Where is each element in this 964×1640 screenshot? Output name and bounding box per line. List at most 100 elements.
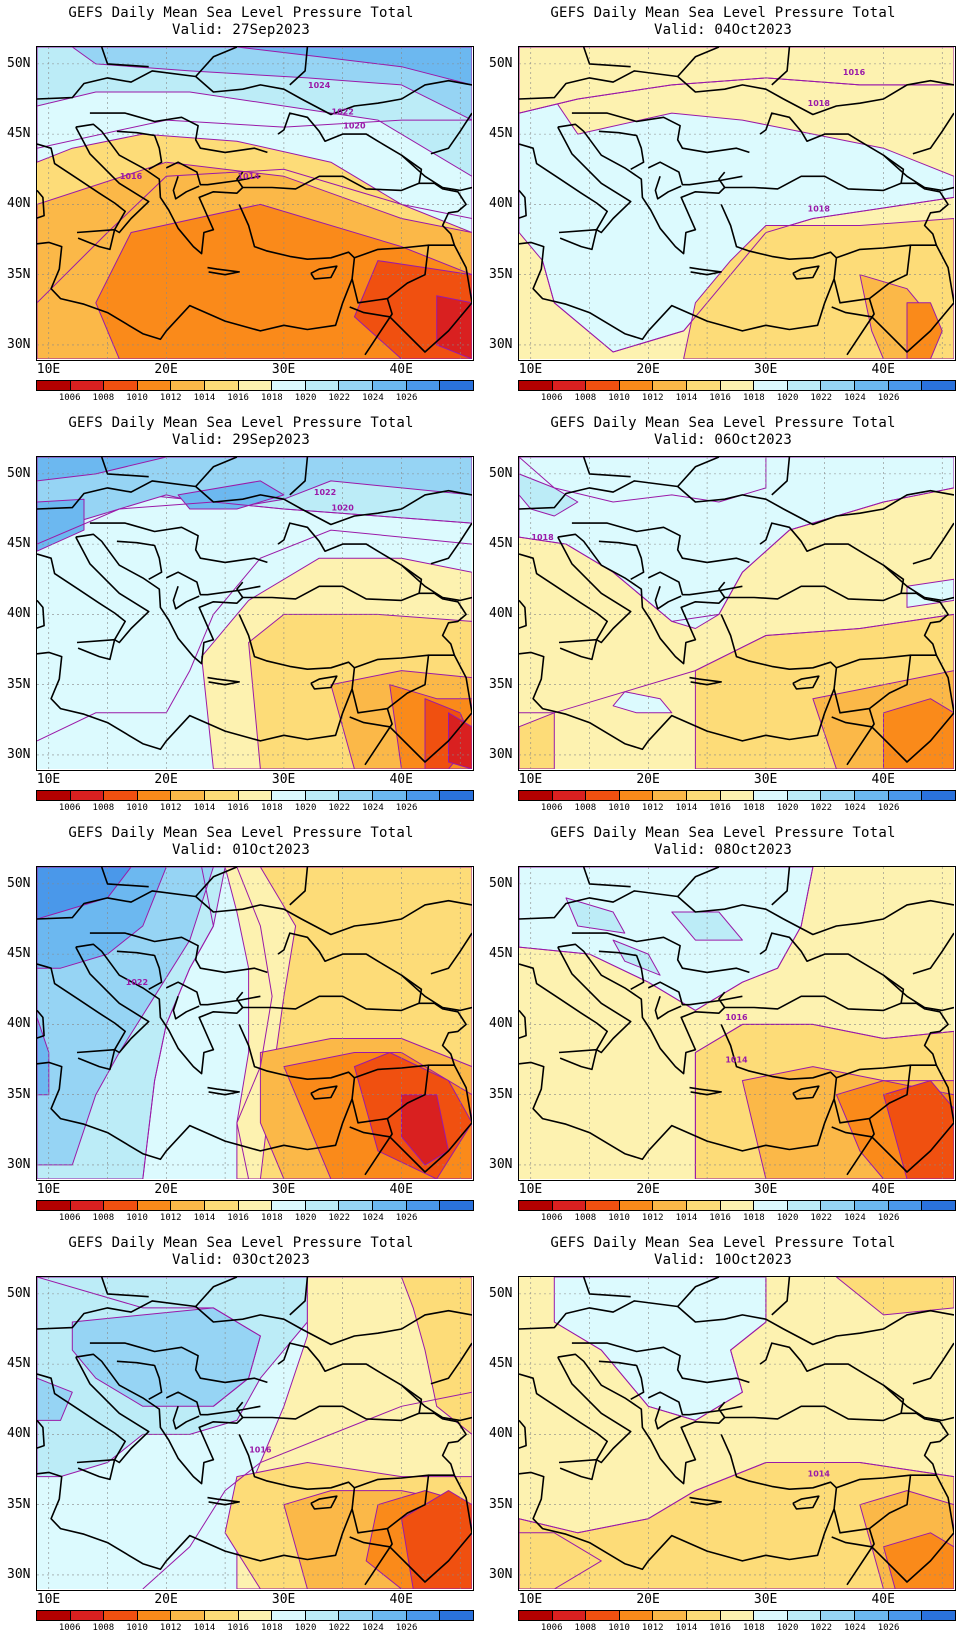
colorbar-swatch bbox=[272, 791, 306, 800]
coastline-border bbox=[598, 130, 645, 171]
longitude-label: 40E bbox=[871, 362, 895, 377]
coastline-border bbox=[116, 130, 163, 171]
longitude-label: 40E bbox=[389, 1182, 413, 1197]
isobar-label: 1022 bbox=[126, 978, 148, 987]
longitude-label: 10E bbox=[36, 362, 61, 377]
coastline-border bbox=[558, 638, 598, 661]
colorbar-level-label: 1006 bbox=[540, 803, 563, 813]
colorbar bbox=[518, 1200, 956, 1211]
pressure-band bbox=[436, 295, 472, 359]
pressure-band bbox=[236, 47, 472, 86]
colorbar-swatch bbox=[519, 1611, 553, 1620]
colorbar-swatch bbox=[922, 381, 955, 390]
coastline-border bbox=[172, 586, 200, 610]
coastline-border bbox=[519, 204, 838, 341]
colorbar-level-label: 1010 bbox=[126, 1623, 148, 1633]
coastline-border bbox=[519, 70, 954, 116]
coastline-border bbox=[195, 457, 238, 488]
colorbar-swatch bbox=[70, 791, 105, 800]
coastline-border bbox=[76, 228, 116, 251]
colorbar-swatch bbox=[821, 1611, 856, 1620]
coastline-border bbox=[236, 581, 244, 598]
colorbar-level-label: 1006 bbox=[540, 1213, 563, 1223]
colorbar-swatch bbox=[171, 1611, 206, 1620]
coastline-border bbox=[901, 1002, 949, 1066]
coastline-border bbox=[75, 112, 423, 255]
colorbar-swatch bbox=[821, 381, 856, 390]
colorbar-swatch bbox=[754, 381, 788, 390]
latitude-label: 50N bbox=[7, 1285, 31, 1301]
colorbar-level-label: 1018 bbox=[743, 803, 765, 813]
colorbar-level-label: 1026 bbox=[877, 1213, 900, 1223]
colorbar-level-label: 1008 bbox=[92, 393, 115, 403]
coastline-border bbox=[37, 1009, 45, 1039]
latitude-label: 35N bbox=[489, 266, 513, 282]
colorbar-swatch bbox=[305, 381, 340, 390]
map-frame: 1022 1020 bbox=[36, 456, 474, 771]
colorbar-swatch bbox=[373, 1611, 407, 1620]
colorbar-swatch bbox=[37, 381, 71, 390]
latitude-label: 50N bbox=[489, 1285, 513, 1301]
colorbar-level-label: 1026 bbox=[395, 1213, 418, 1223]
valid-date: Valid: 29Sep2023 bbox=[171, 432, 311, 448]
latitude-label: 50N bbox=[7, 55, 31, 71]
colorbar-level-label: 1008 bbox=[574, 393, 597, 403]
coastline-border bbox=[654, 586, 682, 610]
map-frame: 1016 1014 bbox=[518, 866, 956, 1181]
isobar-label: 1018 bbox=[808, 204, 831, 213]
longitude-label: 30E bbox=[753, 1182, 778, 1197]
forecast-panel: GEFS Daily Mean Sea Level Pressure Total… bbox=[0, 1230, 482, 1640]
colorbar-swatch bbox=[586, 1201, 620, 1210]
colorbar-swatch bbox=[855, 1611, 889, 1620]
colorbar-level-label: 1014 bbox=[193, 393, 216, 403]
coastline-border bbox=[882, 564, 954, 602]
coastline-border bbox=[310, 675, 338, 690]
colorbar-level-label: 1018 bbox=[743, 1213, 765, 1223]
coastline-border bbox=[519, 1300, 954, 1346]
colorbar-level-label: 1010 bbox=[608, 1213, 630, 1223]
latitude-label: 35N bbox=[7, 1086, 31, 1102]
colorbar-level-label: 1022 bbox=[328, 803, 351, 813]
coastline-border bbox=[831, 1474, 954, 1583]
pressure-map: 1024 1022 1020 1016 1014 bbox=[37, 47, 472, 359]
map-frame: 1024 1022 1020 1016 1014 bbox=[36, 46, 474, 361]
coastline-border bbox=[37, 536, 150, 644]
pressure-band bbox=[71, 47, 472, 121]
colorbar-swatch bbox=[787, 791, 822, 800]
latitude-label: 30N bbox=[489, 336, 513, 352]
colorbar-swatch bbox=[373, 1201, 407, 1210]
colorbar-level-label: 1010 bbox=[126, 803, 148, 813]
colorbar-level-label: 1024 bbox=[362, 1213, 384, 1223]
latitude-label: 30N bbox=[7, 336, 31, 352]
colorbar-swatch bbox=[821, 791, 856, 800]
latitude-label: 50N bbox=[489, 875, 513, 891]
coastline-border bbox=[846, 1118, 875, 1176]
longitude-label: 40E bbox=[871, 1592, 895, 1607]
longitude-label: 20E bbox=[154, 772, 178, 787]
colorbar bbox=[518, 790, 956, 801]
coastline-border bbox=[419, 1412, 467, 1476]
coastline-border bbox=[100, 867, 149, 888]
coastline-border bbox=[831, 654, 954, 763]
colorbar-swatch bbox=[653, 1611, 688, 1620]
pressure-map: 1022 bbox=[37, 867, 472, 1179]
isobar-line bbox=[519, 1462, 954, 1534]
colorbar-level-label: 1020 bbox=[294, 803, 317, 813]
colorbar-swatch bbox=[720, 1201, 755, 1210]
isobar-line bbox=[519, 487, 954, 622]
colorbar-swatch bbox=[272, 1611, 306, 1620]
coastline-border bbox=[349, 1064, 472, 1173]
coastline-border bbox=[236, 991, 244, 1008]
colorbar-swatch bbox=[339, 1201, 374, 1210]
colorbar-level-label: 1010 bbox=[608, 803, 630, 813]
colorbar-level-label: 1020 bbox=[776, 393, 799, 403]
coastline-border bbox=[236, 171, 244, 188]
valid-date: Valid: 06Oct2023 bbox=[653, 432, 793, 448]
coastline-border bbox=[519, 1009, 527, 1039]
coastline-border bbox=[558, 228, 598, 251]
colorbar-level-label: 1024 bbox=[844, 1623, 866, 1633]
pressure-band bbox=[883, 1080, 954, 1179]
colorbar-level-label: 1020 bbox=[294, 393, 317, 403]
colorbar-level-label: 1020 bbox=[294, 1623, 317, 1633]
coastline-border bbox=[901, 182, 949, 246]
